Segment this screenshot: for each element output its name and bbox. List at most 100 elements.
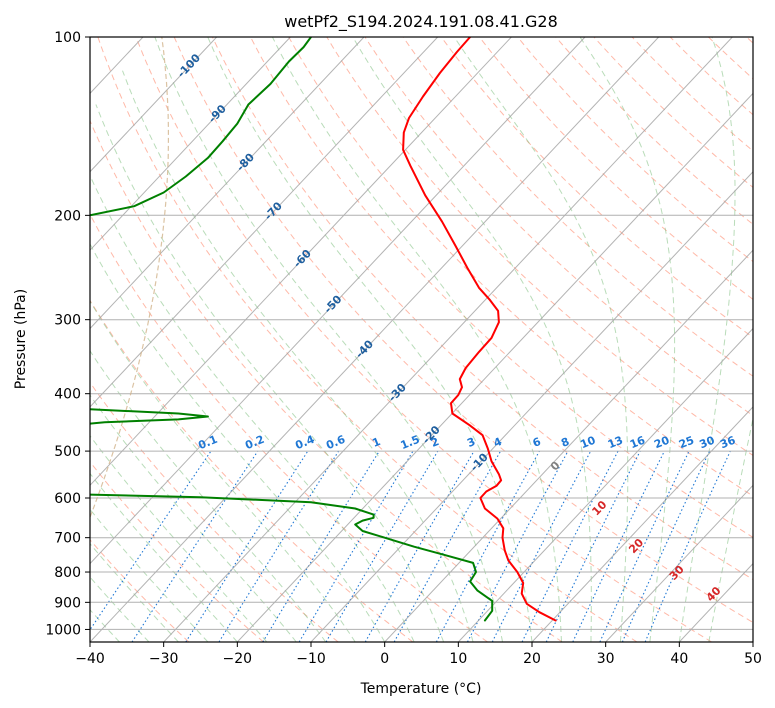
- dry-adiabat-line: [97, 37, 638, 642]
- moist-adiabat-line: [271, 37, 562, 642]
- moist-adiabat-line: [122, 70, 474, 642]
- moist-adiabat-line: [90, 300, 356, 642]
- moist-adiabat-line: [95, 104, 445, 642]
- mixing-ratio-line: [262, 450, 380, 642]
- isotherm-line: [90, 37, 439, 408]
- x-tick-label: 10: [449, 651, 467, 667]
- dry-adiabat-line: [555, 37, 753, 225]
- isotherm-line: [384, 249, 753, 642]
- plot-frame: [89, 36, 754, 643]
- mixing-ratio-line: [599, 450, 690, 642]
- x-axis-title: Temperature (°C): [360, 681, 482, 697]
- mixing-ratio-label: 30: [698, 433, 717, 451]
- moist-adiabat-line: [207, 37, 533, 642]
- dewpoint-profile-line: [90, 37, 494, 622]
- isotherm-line: [90, 37, 512, 487]
- x-tick-label: 40: [670, 651, 688, 667]
- moist-adiabat-line: [90, 434, 268, 642]
- dry-adiabat-line: [90, 119, 563, 642]
- moist-adiabat-line: [90, 349, 327, 642]
- mixing-ratio-label: 36: [718, 433, 737, 451]
- isotherm-line: [90, 37, 660, 642]
- isotherm-line: [90, 37, 291, 251]
- moist-adiabat-line: [579, 37, 676, 642]
- dry-adiabat-line: [288, 37, 753, 497]
- moist-adiabat-line: [678, 37, 736, 642]
- mixing-ratio-label: 16: [628, 433, 647, 451]
- x-tick-label: 20: [523, 651, 541, 667]
- isotherm-line: [310, 171, 753, 642]
- dry-adiabat-line: [211, 37, 753, 581]
- x-tick-label: 0: [380, 651, 389, 667]
- mixing-ratio-line: [218, 450, 340, 642]
- y-tick-label: 800: [54, 565, 81, 581]
- dry-adiabat-line: [517, 37, 753, 263]
- mixing-ratio-line: [364, 450, 475, 642]
- mixing-ratio-label: 10: [578, 433, 597, 451]
- y-tick-label: 600: [54, 491, 81, 507]
- dry-adiabat-line: [90, 539, 190, 642]
- dry-adiabat-line: [326, 37, 753, 456]
- temperature-profile-line: [402, 37, 557, 622]
- dry-adiabat-line: [402, 37, 753, 377]
- moist-adiabat-line: [352, 37, 592, 642]
- isotherm-line: [531, 406, 753, 642]
- isotherm-line: [90, 37, 365, 330]
- mixing-ratio-line: [621, 450, 711, 642]
- dry-adiabat-line: [135, 37, 712, 642]
- y-tick-label: 300: [54, 313, 81, 329]
- mixing-ratio-label: 20: [652, 433, 671, 451]
- y-tick-label: 700: [54, 531, 81, 547]
- x-tick-label: −40: [75, 651, 105, 667]
- x-tick-label: 50: [744, 651, 762, 667]
- y-tick-label: 400: [54, 387, 81, 403]
- mixing-ratio-line: [435, 450, 540, 642]
- isotherm-line: [90, 37, 586, 565]
- chart-title: wetPf2_S194.2024.191.08.41.G28: [284, 12, 558, 32]
- y-tick-label: 100: [54, 30, 81, 46]
- y-axis-ticks: 100 200 300 400 500 600 700 800 900 1000: [45, 30, 90, 638]
- isotherm-line: [163, 37, 733, 642]
- mixing-ratio-label: 1: [370, 435, 382, 450]
- moist-adiabat-line: [453, 37, 629, 642]
- x-tick-label: −10: [296, 651, 326, 667]
- moist-adiabat-line: [90, 472, 238, 642]
- saturation-curve-line: [90, 37, 169, 519]
- x-tick-label: −30: [149, 651, 179, 667]
- mixing-ratio-lines: [90, 450, 731, 642]
- sounding-series: [90, 37, 557, 622]
- mixing-ratio-label: 13: [606, 434, 625, 452]
- mixing-ratio-line: [545, 450, 641, 642]
- y-tick-label: 1000: [45, 622, 81, 638]
- moist-adiabats: [90, 37, 753, 642]
- x-tick-label: 30: [597, 651, 615, 667]
- mixing-ratio-label: 3: [465, 435, 477, 450]
- y-axis-title: Pressure (hPa): [13, 289, 29, 389]
- x-tick-label: −20: [223, 651, 253, 667]
- moist-adiabat-line: [154, 37, 503, 642]
- isotherm-line: [605, 484, 753, 642]
- moist-adiabat-line: [90, 242, 386, 642]
- y-tick-label: 500: [54, 444, 81, 460]
- dry-adiabat-line: [90, 381, 339, 642]
- plot-area: -100-90-80-70-60-50-40-30-20-100.1 0.2 0.4…: [90, 37, 753, 642]
- mixing-ratio-line: [298, 450, 414, 642]
- mixing-ratio-label: 25: [677, 434, 696, 452]
- dry-adiabat-line: [90, 460, 264, 642]
- moist-adiabat-line: [708, 416, 753, 642]
- saturation-curve: [90, 37, 169, 519]
- mixing-ratio-line: [185, 450, 309, 642]
- isotherms: [90, 37, 753, 642]
- isotherm-line: [90, 37, 218, 173]
- mixing-ratio-line: [325, 450, 439, 642]
- x-axis-ticks: −40 −30 −20 −10 0 10 20 30 40 50: [75, 642, 762, 667]
- isotherm-line: [457, 327, 753, 642]
- y-tick-label: 900: [54, 595, 81, 611]
- isotherm-line: [236, 92, 753, 642]
- dry-adiabat-line: [364, 37, 753, 417]
- mixing-ratio-line: [393, 450, 502, 642]
- mixing-ratio-label: 2: [429, 435, 441, 450]
- mixing-ratio-line: [572, 450, 665, 642]
- mixing-ratio-label: 8: [559, 435, 571, 450]
